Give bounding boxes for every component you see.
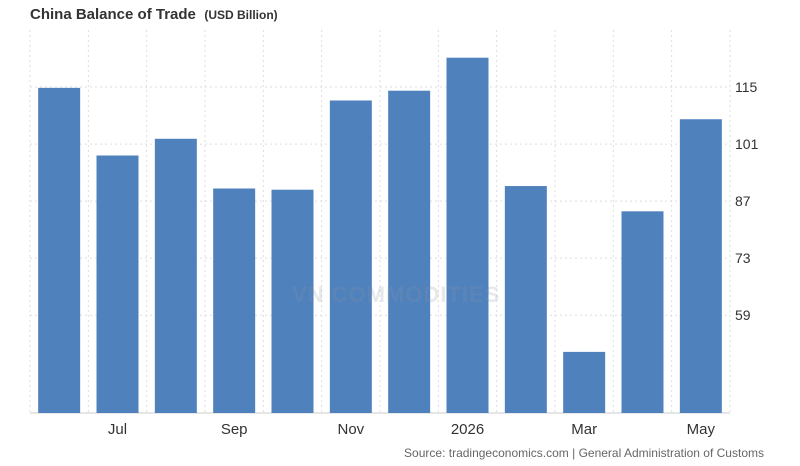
- bar-jun[interactable]: [38, 87, 81, 413]
- y-tick-label: 101: [735, 136, 759, 152]
- source-note: Source: tradingeconomics.com | General A…: [404, 446, 764, 460]
- x-tick-label: Mar: [571, 421, 597, 438]
- x-axis-tick-labels: Jul Sep Nov 2026 Mar May: [108, 421, 716, 438]
- bar-aug[interactable]: [154, 138, 197, 413]
- chart-unit-text: (USD Billion): [204, 8, 278, 22]
- y-axis-tick-labels: 59 73 87 101 115: [735, 79, 759, 323]
- x-tick-label: Sep: [221, 421, 248, 438]
- bar-2026[interactable]: [446, 57, 489, 413]
- bar-oct[interactable]: [271, 189, 314, 413]
- bar-may[interactable]: [679, 119, 722, 414]
- bar-nov[interactable]: [329, 100, 372, 414]
- x-tick-label: May: [687, 421, 716, 438]
- chart-title-text: China Balance of Trade: [30, 6, 196, 23]
- x-tick-label: Nov: [337, 421, 364, 438]
- bar-mar[interactable]: [563, 351, 606, 413]
- grid-lines: [29, 30, 731, 414]
- bar-apr[interactable]: [621, 211, 664, 413]
- x-tick-label: 2026: [451, 421, 484, 438]
- bar-feb[interactable]: [504, 186, 547, 413]
- y-tick-label: 87: [735, 193, 751, 209]
- y-tick-label: 115: [735, 79, 758, 95]
- y-tick-label: 73: [735, 250, 751, 266]
- y-tick-label: 59: [735, 307, 751, 323]
- bar-series: [38, 57, 722, 414]
- bar-dec[interactable]: [388, 90, 431, 414]
- bar-sep[interactable]: [213, 188, 256, 413]
- chart-title: China Balance of Trade (USD Billion): [30, 6, 278, 24]
- x-tick-label: Jul: [108, 421, 127, 438]
- bar-jul[interactable]: [96, 155, 139, 413]
